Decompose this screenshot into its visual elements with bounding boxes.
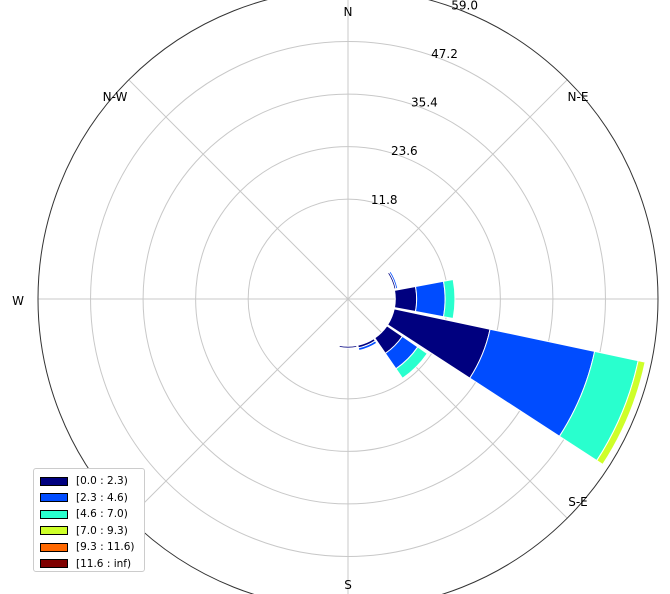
radial-tick-label: 47.2 bbox=[431, 47, 458, 61]
radial-tick-label: 23.6 bbox=[391, 144, 418, 158]
wind-bar-segment bbox=[442, 278, 456, 320]
legend-swatch bbox=[40, 559, 68, 569]
radial-tick-label: 35.4 bbox=[411, 96, 438, 110]
legend-entry: [2.3 : 4.6) bbox=[40, 490, 144, 507]
legend-entry: [7.0 : 9.3) bbox=[40, 523, 144, 540]
radial-tick-labels: 11.8 23.6 35.4 47.2 59.0 bbox=[371, 0, 478, 207]
direction-label: N-E bbox=[568, 90, 589, 104]
grid-ring bbox=[142, 93, 554, 505]
direction-label: W bbox=[12, 294, 24, 308]
legend-entry: [9.3 : 11.6) bbox=[40, 539, 144, 556]
wind-bar-segment bbox=[388, 270, 399, 290]
legend-label: [4.6 : 7.0) bbox=[76, 508, 128, 521]
polar-grid bbox=[37, 0, 659, 594]
legend-swatch bbox=[40, 476, 68, 486]
direction-label: N bbox=[344, 5, 353, 19]
wind-bar-segment bbox=[357, 340, 378, 352]
wind-bar-segment bbox=[338, 344, 358, 349]
legend: [0.0 : 2.3) [2.3 : 4.6) [4.6 : 7.0) [7.0 : … bbox=[33, 468, 145, 572]
wind-bar-segment bbox=[414, 280, 446, 318]
direction-label: S bbox=[344, 578, 352, 592]
legend-entry: [4.6 : 7.0) bbox=[40, 506, 144, 523]
legend-swatch bbox=[40, 509, 68, 519]
legend-swatch bbox=[40, 526, 68, 536]
wind-bar-segment bbox=[393, 285, 418, 313]
grid-ring bbox=[195, 146, 501, 452]
direction-label: N-W bbox=[103, 90, 128, 104]
grid-ring bbox=[90, 41, 606, 557]
wind-bar-segment bbox=[596, 360, 646, 466]
legend-swatch bbox=[40, 493, 68, 503]
legend-label: [2.3 : 4.6) bbox=[76, 491, 128, 504]
direction-labels: N N-E S-E S W N-W bbox=[12, 5, 588, 592]
outer-ring bbox=[37, 0, 659, 594]
radial-tick-label: 11.8 bbox=[371, 193, 398, 207]
legend-entry: [0.0 : 2.3) bbox=[40, 473, 144, 490]
legend-label: [7.0 : 9.3) bbox=[76, 524, 128, 537]
radial-tick-label: 59.0 bbox=[451, 0, 478, 13]
grid-spoke bbox=[128, 298, 349, 519]
wind-bar-segment bbox=[395, 346, 429, 380]
legend-label: [0.0 : 2.3) bbox=[76, 475, 128, 488]
legend-label: [9.3 : 11.6) bbox=[76, 541, 135, 554]
direction-label: S-E bbox=[568, 495, 588, 509]
grid-spoke bbox=[347, 79, 568, 300]
legend-label: [11.6 : inf) bbox=[76, 557, 132, 570]
legend-entry: [11.6 : inf) bbox=[40, 556, 144, 573]
legend-swatch bbox=[40, 542, 68, 552]
wind-bars bbox=[338, 270, 646, 466]
grid-spoke bbox=[128, 79, 349, 300]
